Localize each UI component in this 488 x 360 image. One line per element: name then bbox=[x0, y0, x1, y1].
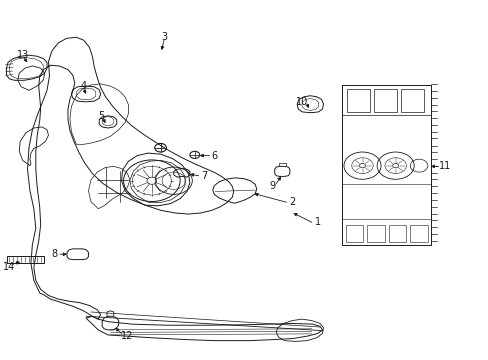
Text: 3: 3 bbox=[161, 32, 167, 41]
Text: 4: 4 bbox=[81, 81, 86, 91]
Text: 9: 9 bbox=[269, 181, 275, 192]
Text: 14: 14 bbox=[3, 262, 16, 272]
Text: 11: 11 bbox=[438, 161, 450, 171]
Text: 1: 1 bbox=[314, 217, 320, 227]
Text: 13: 13 bbox=[17, 50, 29, 60]
Text: 8: 8 bbox=[51, 249, 57, 259]
Text: 6: 6 bbox=[211, 150, 217, 161]
Text: 2: 2 bbox=[288, 197, 295, 207]
Text: 5: 5 bbox=[98, 111, 104, 121]
Text: 10: 10 bbox=[295, 97, 307, 107]
Text: 12: 12 bbox=[121, 331, 133, 341]
Text: 7: 7 bbox=[201, 171, 207, 181]
